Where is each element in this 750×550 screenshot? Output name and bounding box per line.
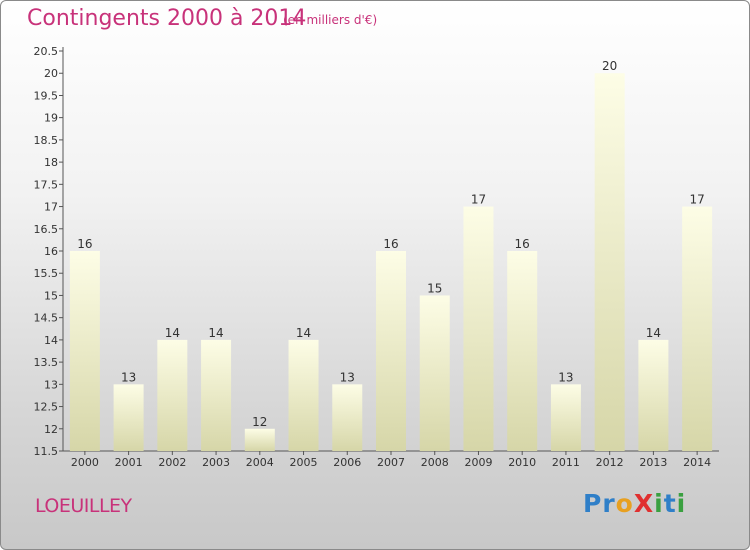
y-tick-label: 13 — [44, 378, 58, 391]
y-tick-label: 20.5 — [34, 45, 59, 58]
x-tick-label-2010: 2010 — [508, 456, 536, 469]
bar-2000 — [69, 251, 100, 451]
x-tick-label-2014: 2014 — [683, 456, 711, 469]
bar-2010 — [507, 251, 538, 451]
y-tick-label: 16 — [44, 245, 58, 258]
y-tick-label: 18.5 — [34, 134, 59, 147]
logo-letter: t — [663, 489, 677, 518]
bar-2001 — [113, 384, 144, 451]
x-tick-label-2003: 2003 — [202, 456, 230, 469]
x-tick-label-2009: 2009 — [464, 456, 492, 469]
logo-letter: X — [633, 489, 655, 518]
bar-2009 — [463, 206, 494, 451]
value-label-2000: 16 — [77, 237, 92, 251]
y-tick-label: 11.5 — [34, 445, 59, 458]
value-label-2008: 15 — [427, 281, 442, 295]
x-tick-label-2000: 2000 — [71, 456, 99, 469]
proxiti-logo: ProXiti — [583, 489, 686, 518]
y-tick-label: 15.5 — [34, 267, 59, 280]
bar-2003 — [201, 339, 232, 451]
bar-2004 — [244, 428, 275, 451]
value-label-2010: 16 — [515, 237, 530, 251]
bar-2014 — [682, 206, 713, 451]
logo-letter: P — [583, 489, 603, 518]
value-label-2001: 13 — [121, 370, 136, 384]
y-tick-label: 13.5 — [34, 356, 59, 369]
y-tick-label: 14.5 — [34, 312, 59, 325]
x-tick-label-2013: 2013 — [639, 456, 667, 469]
y-tick-label: 19 — [44, 112, 58, 125]
y-tick-label: 16.5 — [34, 223, 59, 236]
bar-2005 — [288, 339, 319, 451]
value-label-2007: 16 — [383, 237, 398, 251]
x-tick-label-2008: 2008 — [421, 456, 449, 469]
x-tick-label-2006: 2006 — [333, 456, 361, 469]
y-tick-label: 15 — [44, 289, 58, 302]
y-tick-label: 18 — [44, 156, 58, 169]
bar-2013 — [638, 339, 669, 451]
value-label-2002: 14 — [165, 326, 180, 340]
bar-2006 — [332, 384, 363, 451]
x-tick-label-2004: 2004 — [246, 456, 274, 469]
chart-title: Contingents 2000 à 2014 — [27, 6, 307, 31]
chart-axes: 11.5 12 12.5 13 13.5 14 14.5 15 15.5 16 16.5 17 17.5… — [34, 45, 719, 469]
logo-letter: i — [676, 489, 687, 518]
value-label-2014: 17 — [689, 193, 704, 207]
value-label-2003: 14 — [208, 326, 223, 340]
value-label-2004: 12 — [252, 415, 267, 429]
y-tick-label: 17 — [44, 201, 58, 214]
bar-2007 — [376, 251, 406, 451]
value-label-2005: 14 — [296, 326, 311, 340]
bar-2012 — [594, 73, 625, 451]
x-tick-label-2007: 2007 — [377, 456, 405, 469]
y-tick-label: 19.5 — [34, 89, 59, 102]
x-tick-label-2002: 2002 — [158, 456, 186, 469]
bar-2002 — [157, 339, 188, 451]
value-label-2006: 13 — [340, 370, 355, 384]
logo-letter: r — [602, 489, 616, 518]
x-tick-label-2005: 2005 — [290, 456, 318, 469]
bar-2011 — [550, 384, 581, 451]
value-label-2011: 13 — [558, 370, 573, 384]
y-tick-label: 14 — [44, 334, 58, 347]
y-tick-label: 20 — [44, 67, 58, 80]
value-label-2012: 20 — [602, 59, 617, 73]
chart-bars: 16 13 14 14 12 14 13 16 15 17 16 13 20 14 17 — [69, 59, 713, 451]
commune-name: LOEUILLEY — [35, 495, 132, 517]
logo-letter: o — [615, 489, 634, 518]
x-tick-label-2012: 2012 — [596, 456, 624, 469]
chart-subtitle: (en milliers d'€) — [283, 13, 378, 27]
bar-2008 — [419, 295, 450, 451]
logo-letter: i — [654, 489, 664, 518]
y-tick-label: 17.5 — [34, 178, 59, 191]
y-tick-label: 12 — [44, 423, 58, 436]
value-label-2009: 17 — [471, 193, 486, 207]
x-tick-label-2001: 2001 — [115, 456, 143, 469]
y-tick-label: 12.5 — [34, 401, 59, 414]
x-tick-label-2011: 2011 — [552, 456, 580, 469]
value-label-2013: 14 — [646, 326, 661, 340]
